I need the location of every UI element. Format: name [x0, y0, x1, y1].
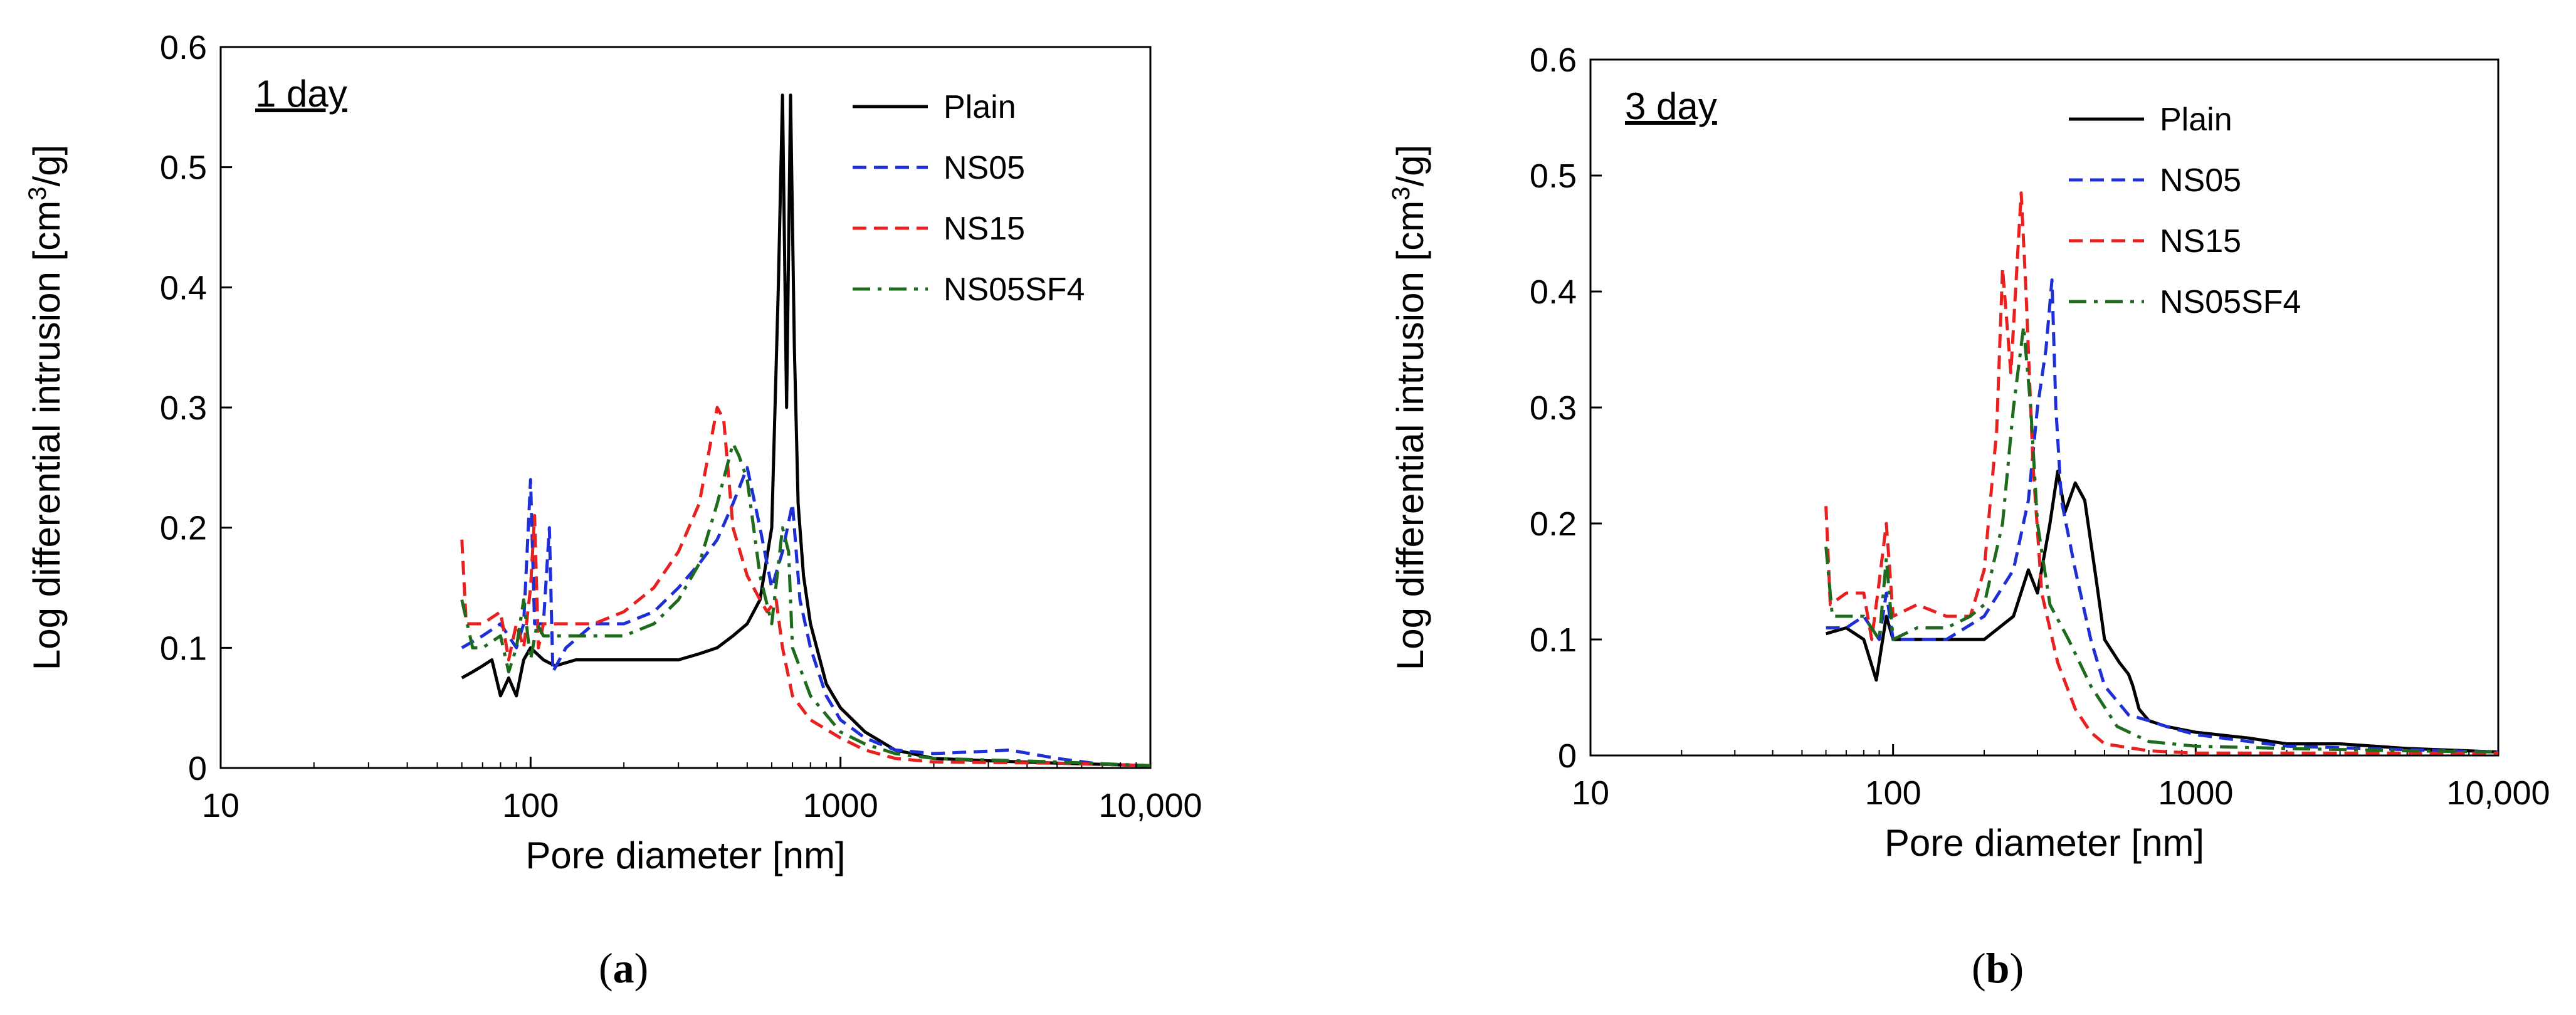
legend-label-ns15: NS15	[944, 211, 1025, 247]
chart-panel-b: 0 0.1 0.2 0.3 0.4 0.5 0.6 10 100 1000 10,000 Pore d…	[1254, 0, 2576, 1015]
x-tick-label: 10	[202, 787, 239, 824]
y-tick-label: 0	[1558, 737, 1577, 775]
y-tick-label: 0.5	[160, 149, 207, 187]
y-axis-title-tail: /g]	[1389, 145, 1431, 187]
x-tick-label: 100	[502, 787, 559, 824]
y-tick-label: 0.3	[1530, 389, 1577, 427]
day-annotation: 3 day	[1625, 85, 1717, 127]
panel-label-a: a	[612, 944, 634, 992]
series-line-ns05	[1826, 278, 2498, 754]
x-tick-label: 10	[1572, 774, 1609, 812]
x-tick-label: 1000	[2158, 774, 2233, 812]
legend-label-ns05: NS05	[944, 150, 1025, 186]
y-tick-label: 0.2	[1530, 505, 1577, 543]
y-tick-label: 0.3	[160, 389, 207, 427]
chart-b-svg: 0 0.1 0.2 0.3 0.4 0.5 0.6 10 100 1000 10,000 Pore d…	[1387, 41, 2550, 864]
x-axis-title: Pore diameter [nm]	[525, 834, 845, 876]
x-axis-title: Pore diameter [nm]	[1885, 822, 2204, 864]
series-line-ns15	[1824, 191, 2498, 755]
x-tick-label: 10,000	[1098, 787, 1202, 824]
series-line-plain	[461, 93, 1150, 767]
y-axis-title-superscript: 3	[1387, 187, 1415, 201]
legend-label-ns05: NS05	[2160, 162, 2241, 199]
y-axis-title-main: Log differential intrusion [cm	[26, 201, 68, 670]
y-tick-label: 0.4	[1530, 273, 1577, 311]
y-axis-title-main: Log differential intrusion [cm	[1389, 201, 1431, 670]
x-tick-label: 100	[1865, 774, 1921, 812]
legend-label-plain: Plain	[944, 89, 1016, 125]
legend-label-plain: Plain	[2160, 102, 2232, 138]
plot-area-frame	[1589, 58, 2500, 757]
y-axis-title: Log differential intrusion [cm3/g]	[24, 145, 68, 670]
panel-caption-a: (a)	[599, 944, 649, 992]
series-line-ns05	[461, 466, 1150, 767]
legend-label-ns05sf4: NS05SF4	[2160, 284, 2301, 320]
y-tick-label: 0.2	[160, 510, 207, 547]
chart-panel-a: 0 0.1 0.2 0.3 0.4 0.5 0.6 10 100 1000 10,000 Pore d…	[0, 0, 1254, 1015]
series-line-plain	[1825, 470, 2498, 754]
chart-a-svg: 0 0.1 0.2 0.3 0.4 0.5 0.6 10 100 1000 10,000 Pore d…	[24, 29, 1202, 876]
y-tick-label: 0.1	[1530, 621, 1577, 659]
y-axis-title-tail: /g]	[26, 145, 68, 187]
y-tick-label: 0.6	[160, 29, 207, 66]
day-annotation: 1 day	[255, 73, 347, 115]
x-tick-label: 1000	[803, 787, 878, 824]
series-line-ns05sf4	[460, 442, 1150, 767]
legend-label-ns05sf4: NS05SF4	[944, 271, 1085, 308]
y-axis-title-superscript: 3	[24, 187, 51, 201]
x-tick-label: 10,000	[2446, 774, 2550, 812]
y-tick-label: 0.6	[1530, 41, 1577, 79]
panel-label-b: b	[1985, 944, 2010, 992]
y-tick-label: 0.1	[160, 629, 207, 667]
y-tick-label: 0.4	[160, 269, 207, 307]
y-tick-label: 0	[188, 750, 207, 787]
y-axis-title: Log differential intrusion [cm3/g]	[1387, 145, 1431, 670]
y-tick-label: 0.5	[1530, 157, 1577, 195]
legend-label-ns15: NS15	[2160, 223, 2241, 260]
panel-caption-b: (b)	[1972, 944, 2024, 992]
series-line-ns05sf4	[1824, 325, 2498, 754]
